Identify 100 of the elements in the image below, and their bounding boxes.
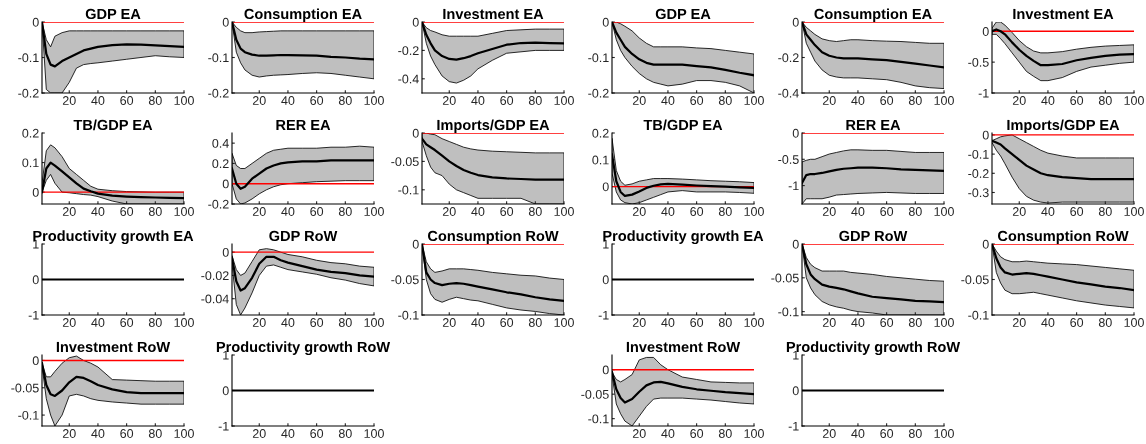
x-tick-label: 40 — [1041, 207, 1055, 216]
y-tick-label: -0.4 — [778, 88, 799, 98]
y-tick-label: 0 — [602, 17, 609, 27]
chart-title: Investment RoW — [626, 341, 741, 353]
x-tick-label: 100 — [1124, 96, 1144, 105]
y-tick-label: -0.1 — [398, 185, 419, 195]
x-tick-label: 80 — [718, 429, 732, 438]
x-tick-label: 60 — [690, 318, 704, 327]
x-tick-label: 100 — [554, 318, 574, 327]
x-tick-label: 40 — [661, 207, 675, 216]
x-tick-label: 40 — [1041, 318, 1055, 327]
x-tick-label: 60 — [120, 318, 134, 327]
chart-title: RER EA — [276, 119, 331, 130]
x-tick-label: 20 — [252, 318, 266, 327]
x-tick-label: 100 — [744, 429, 764, 438]
x-tick-label: 40 — [91, 207, 105, 216]
y-tick-label: -0.3 — [968, 188, 989, 198]
chart-title: Consumption RoW — [997, 230, 1129, 244]
y-tick-label: 0.2 — [212, 159, 229, 169]
x-tick-label: 80 — [718, 96, 732, 105]
x-tick-label: 60 — [1070, 96, 1084, 105]
x-tick-label: 20 — [632, 207, 646, 216]
x-tick-label: 40 — [281, 318, 295, 327]
x-tick-label: 80 — [148, 318, 162, 327]
y-tick-label: -0.1 — [18, 53, 39, 63]
x-tick-label: 60 — [880, 429, 894, 438]
y-tick-label: 0.2 — [592, 128, 609, 138]
y-tick-label: 0.2 — [22, 128, 39, 138]
x-tick-label: 60 — [690, 207, 704, 216]
x-tick-label: 80 — [528, 207, 542, 216]
x-tick-label: 60 — [1070, 318, 1084, 327]
x-tick-label: 60 — [690, 429, 704, 438]
x-tick-label: 100 — [174, 207, 194, 216]
x-tick-label: 80 — [718, 207, 732, 216]
y-tick-label: 0 — [602, 182, 609, 192]
chart-title: Investment RoW — [56, 341, 171, 353]
x-tick-label: 40 — [471, 207, 485, 216]
x-tick-label: 100 — [934, 207, 954, 216]
x-tick-label: 40 — [851, 429, 865, 438]
y-tick-label: 0 — [792, 386, 799, 396]
x-tick-label: 60 — [120, 429, 134, 438]
x-tick-label: 40 — [661, 429, 675, 438]
chart-title: RER EA — [846, 119, 901, 130]
y-tick-label: -1 — [788, 181, 799, 191]
x-tick-label: 40 — [471, 96, 485, 105]
x-tick-label: 40 — [91, 96, 105, 105]
y-tick-label: 0 — [982, 27, 989, 36]
y-tick-label: -0.2 — [398, 46, 419, 56]
x-tick-label: 80 — [1098, 96, 1112, 105]
x-tick-label: 20 — [442, 318, 456, 327]
x-tick-label: 80 — [148, 96, 162, 105]
x-tick-label: 100 — [744, 207, 764, 216]
chart-title: GDP EA — [655, 8, 711, 20]
x-tick-label: 100 — [554, 207, 574, 216]
y-tick-label: 0 — [412, 239, 419, 249]
x-tick-label: 60 — [880, 207, 894, 216]
y-tick-label: 0.1 — [592, 155, 609, 165]
x-tick-label: 40 — [281, 429, 295, 438]
x-tick-label: 40 — [661, 96, 675, 105]
y-tick-label: -0.2 — [208, 199, 229, 209]
y-tick-label: 0 — [792, 128, 799, 138]
x-tick-label: 60 — [880, 96, 894, 105]
chart-title: Consumption EA — [814, 8, 932, 22]
y-tick-label: 0 — [982, 239, 989, 249]
y-tick-label: -0.1 — [968, 149, 989, 159]
y-tick-label: -0.1 — [588, 414, 609, 424]
y-tick-label: 0 — [412, 128, 419, 138]
y-tick-label: 0 — [32, 187, 39, 197]
x-tick-label: 80 — [338, 429, 352, 438]
x-tick-label: 20 — [632, 429, 646, 438]
x-tick-label: 100 — [744, 96, 764, 105]
x-tick-label: 80 — [528, 318, 542, 327]
y-tick-label: -0.05 — [11, 383, 39, 393]
y-tick-label: -0.2 — [208, 88, 229, 98]
y-tick-label: -0.1 — [968, 310, 989, 320]
y-tick-label: 0 — [792, 17, 799, 27]
x-tick-label: 80 — [148, 207, 162, 216]
x-tick-label: 100 — [1124, 318, 1144, 327]
chart-title: GDP EA — [85, 8, 141, 20]
x-tick-label: 100 — [174, 429, 194, 438]
y-tick-label: -0.02 — [201, 271, 229, 281]
y-tick-label: 0 — [602, 365, 609, 375]
x-tick-label: 20 — [1012, 318, 1026, 327]
x-tick-label: 40 — [851, 207, 865, 216]
x-tick-label: 100 — [364, 207, 384, 216]
y-tick-label: -1 — [218, 421, 229, 431]
x-tick-label: 100 — [364, 96, 384, 105]
x-tick-label: 60 — [500, 207, 514, 216]
y-tick-label: 0 — [982, 130, 989, 140]
x-tick-label: 40 — [1041, 96, 1055, 105]
y-tick-label: -0.2 — [18, 88, 39, 98]
x-tick-label: 80 — [338, 318, 352, 327]
y-tick-label: -0.1 — [778, 307, 799, 317]
x-tick-label: 100 — [934, 318, 954, 327]
x-tick-label: 80 — [148, 429, 162, 438]
x-tick-label: 20 — [62, 96, 76, 105]
x-tick-label: 20 — [822, 318, 836, 327]
y-tick-label: -0.1 — [18, 410, 39, 420]
chart-title: TB/GDP EA — [643, 119, 723, 131]
chart-title: GDP RoW — [269, 230, 338, 242]
